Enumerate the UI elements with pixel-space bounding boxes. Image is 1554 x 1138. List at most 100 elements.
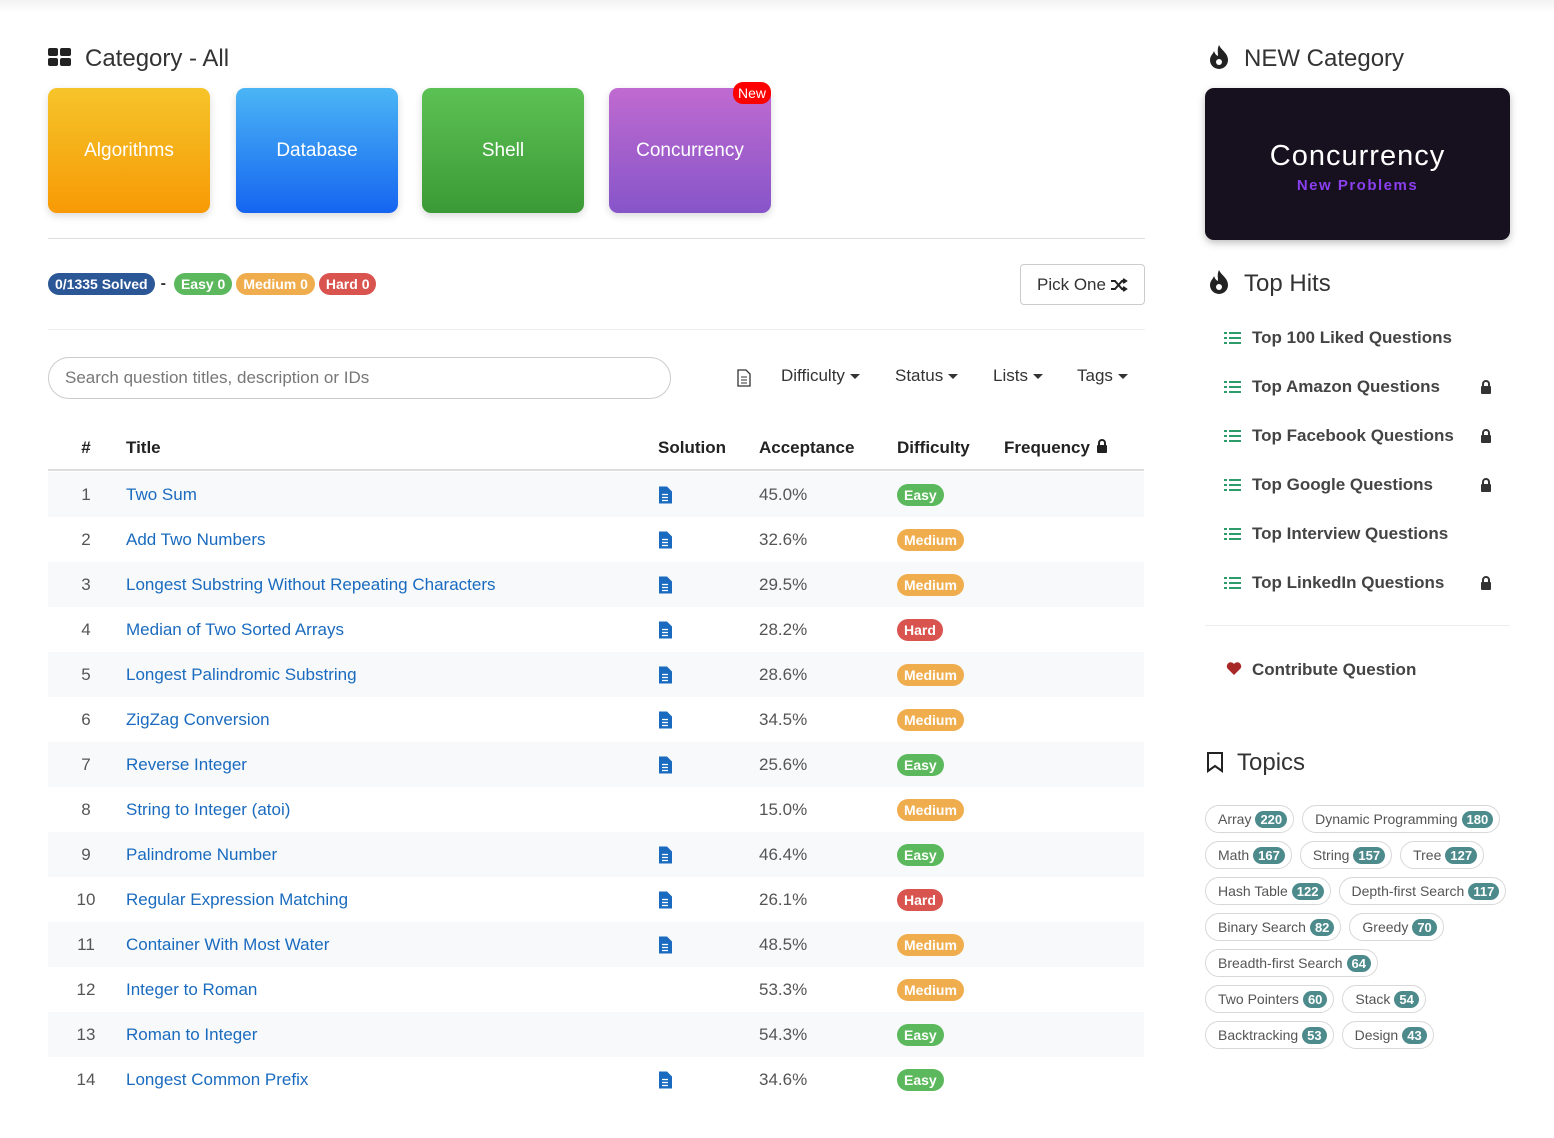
solution-icon[interactable] bbox=[658, 576, 672, 593]
topic-tag[interactable]: Two Pointers 60 bbox=[1205, 985, 1335, 1013]
topic-tag[interactable]: Depth-first Search 117 bbox=[1338, 877, 1507, 905]
table-row: 7 Reverse Integer 25.6% Easy bbox=[48, 742, 1144, 787]
topic-name: Design bbox=[1354, 1027, 1399, 1043]
list-icon bbox=[1224, 479, 1241, 491]
topic-tag[interactable]: Stack 54 bbox=[1342, 985, 1426, 1013]
problem-title[interactable]: Longest Common Prefix bbox=[126, 1069, 309, 1089]
solution-icon[interactable] bbox=[658, 531, 672, 548]
filter-dropdown[interactable]: Lists bbox=[993, 366, 1043, 386]
problem-title[interactable]: String to Integer (atoi) bbox=[126, 799, 291, 819]
topic-name: Tree bbox=[1413, 847, 1442, 863]
table-row: 10 Regular Expression Matching 26.1% Hard bbox=[48, 877, 1144, 922]
top-hit-label: Top Amazon Questions bbox=[1252, 377, 1440, 396]
solution-icon[interactable] bbox=[658, 756, 672, 773]
acceptance: 28.6% bbox=[759, 664, 808, 684]
concurrency-banner[interactable]: Concurrency New Problems bbox=[1205, 88, 1510, 240]
pick-one-button[interactable]: Pick One bbox=[1020, 264, 1145, 305]
topic-tag[interactable]: Binary Search 82 bbox=[1205, 913, 1342, 941]
topic-name: Greedy bbox=[1362, 919, 1409, 935]
divider bbox=[48, 329, 1145, 330]
fire-icon bbox=[1210, 45, 1228, 69]
difficulty-badge: Medium bbox=[897, 663, 964, 686]
caret bbox=[1117, 373, 1128, 379]
acceptance: 26.1% bbox=[759, 889, 808, 909]
category-card[interactable]: Concurrency bbox=[609, 88, 771, 213]
table-header: # Title Solution Acceptance Difficulty Freque… bbox=[48, 425, 1144, 471]
topic-count: 180 bbox=[1461, 810, 1494, 828]
contribute-link[interactable]: Contribute Question bbox=[1252, 660, 1417, 679]
problem-title[interactable]: Integer to Roman bbox=[126, 979, 258, 999]
problem-id: 9 bbox=[81, 844, 91, 864]
top-hit-item[interactable]: Top LinkedIn Questions bbox=[1224, 568, 1514, 598]
doc-icon[interactable] bbox=[736, 369, 752, 387]
problem-title[interactable]: Median of Two Sorted Arrays bbox=[126, 619, 344, 639]
top-hit-item[interactable]: Top 100 Liked Questions bbox=[1224, 323, 1514, 353]
difficulty-badge: Hard bbox=[897, 888, 943, 911]
topic-count: 70 bbox=[1412, 918, 1437, 936]
category-card[interactable]: Database bbox=[236, 88, 398, 213]
solved-badge: 0/1335 Solved bbox=[48, 273, 155, 295]
card-label: Shell bbox=[481, 139, 525, 161]
search-input[interactable]: Search question titles, description or I… bbox=[48, 357, 671, 399]
problem-title[interactable]: Roman to Integer bbox=[126, 1024, 258, 1044]
problem-title[interactable]: ZigZag Conversion bbox=[126, 709, 270, 729]
new-category-title: NEW Category bbox=[1244, 45, 1405, 72]
problem-title[interactable]: Longest Palindromic Substring bbox=[126, 664, 357, 684]
solution-icon[interactable] bbox=[658, 891, 672, 908]
topic-tag[interactable]: Dynamic Programming 180 bbox=[1302, 805, 1501, 833]
topic-name: Math bbox=[1218, 847, 1250, 863]
filter-dropdown[interactable]: Difficulty bbox=[781, 366, 860, 386]
acceptance: 34.5% bbox=[759, 709, 808, 729]
problem-id: 11 bbox=[77, 934, 95, 954]
filter-dropdown[interactable]: Tags bbox=[1077, 366, 1128, 386]
topic-tag[interactable]: Hash Table 122 bbox=[1205, 877, 1331, 905]
topic-tag[interactable]: Array 220 bbox=[1205, 805, 1295, 833]
table-row: 5 Longest Palindromic Substring 28.6% Mediu… bbox=[48, 652, 1144, 697]
problem-title[interactable]: Palindrome Number bbox=[126, 844, 278, 864]
topic-name: Binary Search bbox=[1218, 919, 1306, 935]
top-shadow bbox=[0, 0, 1554, 12]
problem-id: 3 bbox=[81, 574, 91, 594]
topic-count: 82 bbox=[1309, 918, 1335, 936]
problem-title[interactable]: Two Sum bbox=[126, 484, 197, 504]
top-hit-item[interactable]: Top Google Questions bbox=[1224, 470, 1514, 500]
table-row: 12 Integer to Roman 53.3% Medium bbox=[48, 967, 1144, 1012]
solution-icon[interactable] bbox=[658, 936, 672, 953]
topic-tag[interactable]: Greedy 70 bbox=[1349, 913, 1444, 941]
table-row: 4 Median of Two Sorted Arrays 28.2% Hard bbox=[48, 607, 1144, 652]
difficulty-badge: Medium bbox=[897, 708, 964, 731]
topic-tag[interactable]: String 157 bbox=[1299, 841, 1393, 869]
table-row: 2 Add Two Numbers 32.6% Medium bbox=[48, 517, 1144, 562]
list-icon bbox=[1224, 528, 1241, 540]
top-hit-item[interactable]: Top Facebook Questions bbox=[1224, 421, 1514, 451]
problem-title[interactable]: Regular Expression Matching bbox=[126, 889, 349, 909]
category-card[interactable]: Algorithms bbox=[48, 88, 210, 213]
solution-icon[interactable] bbox=[658, 846, 672, 863]
solution-icon[interactable] bbox=[658, 486, 672, 503]
solution-icon[interactable] bbox=[658, 1071, 672, 1088]
topic-tag[interactable]: Breadth-first Search 64 bbox=[1205, 949, 1378, 977]
topic-tag[interactable]: Backtracking 53 bbox=[1205, 1021, 1334, 1049]
filter-dropdown[interactable]: Status bbox=[895, 366, 959, 386]
solution-icon[interactable] bbox=[658, 621, 672, 638]
topic-tag[interactable]: Math 167 bbox=[1205, 841, 1292, 869]
acceptance: 32.6% bbox=[759, 529, 808, 549]
problem-title[interactable]: Longest Substring Without Repeating Char… bbox=[126, 574, 496, 594]
top-hit-item[interactable]: Top Interview Questions bbox=[1224, 519, 1514, 549]
problem-title[interactable]: Add Two Numbers bbox=[126, 529, 266, 549]
solution-icon[interactable] bbox=[658, 711, 672, 728]
top-hit-item[interactable]: Top Amazon Questions bbox=[1224, 372, 1514, 402]
acceptance: 15.0% bbox=[759, 799, 808, 819]
difficulty-badge: Hard bbox=[897, 618, 943, 641]
lock bbox=[1480, 380, 1492, 394]
shuffle-icon bbox=[1110, 277, 1128, 292]
problem-title[interactable]: Reverse Integer bbox=[126, 754, 247, 774]
topic-name: Breadth-first Search bbox=[1218, 955, 1343, 971]
topic-tag[interactable]: Design 43 bbox=[1341, 1021, 1434, 1049]
lock-icon bbox=[1481, 478, 1491, 492]
list-icon bbox=[1224, 577, 1241, 589]
topic-tag[interactable]: Tree 127 bbox=[1400, 841, 1485, 869]
solution-icon[interactable] bbox=[658, 666, 672, 683]
category-card[interactable]: Shell bbox=[422, 88, 584, 213]
problem-title[interactable]: Container With Most Water bbox=[126, 934, 330, 954]
